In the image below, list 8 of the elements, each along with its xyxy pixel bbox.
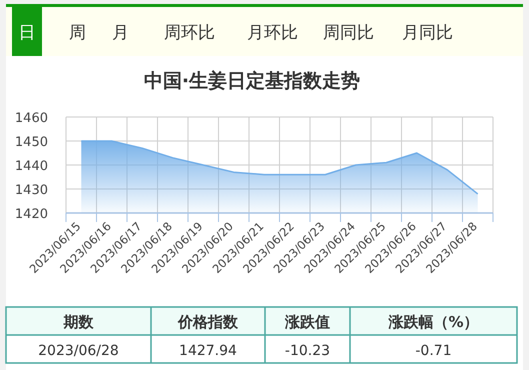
y-tick-label: 1430: [14, 183, 48, 198]
table: 期数 价格指数 涨跌值 涨跌幅（%） 2023/06/28 1427.94 -10.23 -0.71: [5, 306, 518, 364]
y-tick-label: 1460: [14, 111, 48, 126]
y-tick-label: 1440: [14, 159, 48, 174]
tabs: 日 周 月 周环比 月环比 周同比 月同比: [6, 4, 523, 56]
chart-title: 中国·生姜日定基指数走势: [144, 70, 360, 92]
y-tick-label: 1420: [14, 207, 48, 222]
y-tick-label: 1450: [14, 135, 48, 150]
